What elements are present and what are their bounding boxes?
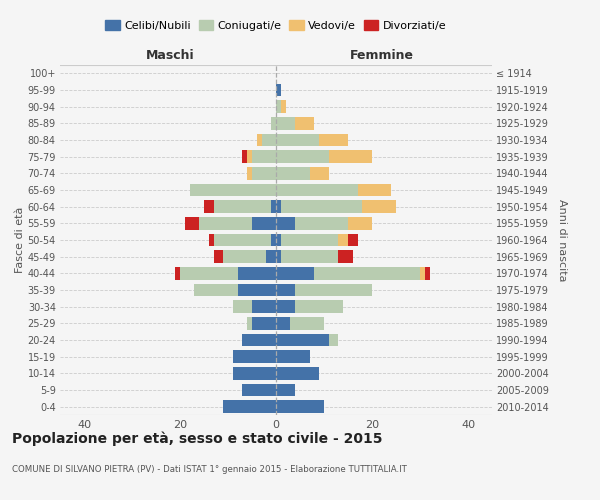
- Bar: [185, 217, 199, 230]
- Bar: [276, 184, 358, 196]
- Y-axis label: Fasce di età: Fasce di età: [14, 207, 25, 273]
- Bar: [276, 217, 295, 230]
- Bar: [242, 384, 276, 396]
- Bar: [175, 267, 180, 280]
- Text: Femmine: Femmine: [350, 48, 413, 62]
- Bar: [362, 200, 396, 213]
- Bar: [281, 250, 338, 263]
- Bar: [319, 134, 348, 146]
- Bar: [209, 234, 214, 246]
- Bar: [242, 334, 276, 346]
- Bar: [276, 250, 281, 263]
- Bar: [295, 300, 343, 313]
- Bar: [266, 250, 276, 263]
- Bar: [276, 400, 324, 413]
- Bar: [276, 284, 295, 296]
- Bar: [420, 267, 425, 280]
- Bar: [348, 234, 358, 246]
- Bar: [281, 234, 338, 246]
- Bar: [281, 200, 362, 213]
- Bar: [252, 317, 276, 330]
- Bar: [276, 100, 281, 113]
- Bar: [199, 217, 252, 230]
- Bar: [276, 84, 281, 96]
- Bar: [276, 117, 295, 130]
- Y-axis label: Anni di nascita: Anni di nascita: [557, 198, 568, 281]
- Bar: [314, 267, 420, 280]
- Bar: [271, 117, 276, 130]
- Bar: [276, 200, 281, 213]
- Bar: [252, 167, 276, 179]
- Bar: [238, 284, 276, 296]
- Bar: [276, 317, 290, 330]
- Bar: [290, 317, 324, 330]
- Bar: [271, 200, 276, 213]
- Bar: [276, 350, 310, 363]
- Bar: [223, 400, 276, 413]
- Bar: [194, 284, 238, 296]
- Bar: [276, 167, 310, 179]
- Text: COMUNE DI SILVANO PIETRA (PV) - Dati ISTAT 1° gennaio 2015 - Elaborazione TUTTIT: COMUNE DI SILVANO PIETRA (PV) - Dati IST…: [12, 466, 407, 474]
- Bar: [233, 367, 276, 380]
- Bar: [276, 134, 319, 146]
- Text: Popolazione per età, sesso e stato civile - 2015: Popolazione per età, sesso e stato civil…: [12, 431, 383, 446]
- Bar: [276, 150, 329, 163]
- Bar: [238, 267, 276, 280]
- Bar: [276, 234, 281, 246]
- Bar: [295, 217, 348, 230]
- Bar: [276, 384, 295, 396]
- Bar: [252, 217, 276, 230]
- Bar: [247, 317, 252, 330]
- Bar: [214, 234, 271, 246]
- Bar: [358, 184, 391, 196]
- Bar: [257, 134, 262, 146]
- Bar: [281, 100, 286, 113]
- Bar: [348, 217, 372, 230]
- Bar: [295, 117, 314, 130]
- Bar: [276, 334, 329, 346]
- Bar: [180, 267, 238, 280]
- Bar: [233, 300, 252, 313]
- Bar: [329, 150, 372, 163]
- Bar: [262, 134, 276, 146]
- Bar: [223, 250, 266, 263]
- Bar: [276, 267, 314, 280]
- Bar: [233, 350, 276, 363]
- Legend: Celibi/Nubili, Coniugati/e, Vedovi/e, Divorziati/e: Celibi/Nubili, Coniugati/e, Vedovi/e, Di…: [101, 16, 451, 35]
- Text: Maschi: Maschi: [146, 48, 195, 62]
- Bar: [204, 200, 214, 213]
- Bar: [338, 234, 348, 246]
- Bar: [242, 150, 247, 163]
- Bar: [338, 250, 353, 263]
- Bar: [252, 150, 276, 163]
- Bar: [190, 184, 276, 196]
- Bar: [329, 334, 338, 346]
- Bar: [425, 267, 430, 280]
- Bar: [247, 167, 252, 179]
- Bar: [252, 300, 276, 313]
- Bar: [214, 200, 271, 213]
- Bar: [247, 150, 252, 163]
- Bar: [295, 284, 372, 296]
- Bar: [310, 167, 329, 179]
- Bar: [214, 250, 223, 263]
- Bar: [276, 300, 295, 313]
- Bar: [276, 367, 319, 380]
- Bar: [271, 234, 276, 246]
